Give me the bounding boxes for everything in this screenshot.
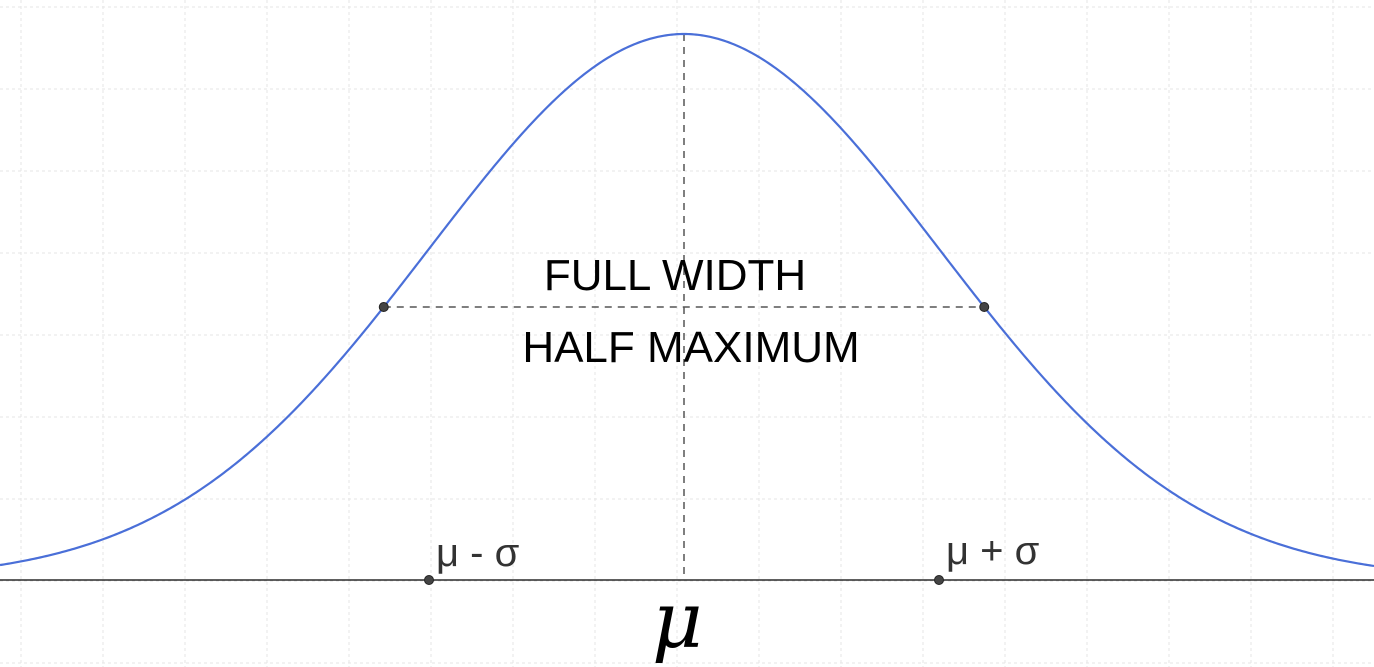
mu-minus-sigma-point [424,575,434,585]
mu-plus-sigma-label: μ + σ [946,529,1040,573]
fwhm-caption-line-1: FULL WIDTH [543,251,807,300]
half-max-right-point [979,302,990,312]
gaussian-curve [0,32,1374,568]
mu-plus-sigma-point [934,575,944,585]
half-max-left-point [378,302,389,312]
mu-minus-sigma-label: μ - σ [436,531,520,575]
mu-label: μ [652,576,703,666]
fwhm-caption-line-2: HALF MAXIMUM [522,323,860,372]
